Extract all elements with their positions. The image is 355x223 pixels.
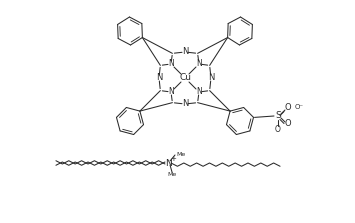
Text: O: O: [285, 103, 291, 112]
Text: N: N: [208, 74, 214, 83]
Text: Me: Me: [167, 172, 177, 177]
Text: Cu: Cu: [179, 74, 191, 83]
Text: O: O: [285, 120, 291, 128]
Text: Me: Me: [176, 153, 185, 157]
Text: O⁻: O⁻: [295, 104, 304, 110]
Text: +: +: [170, 156, 176, 162]
Text: N: N: [156, 74, 162, 83]
Text: N: N: [168, 87, 174, 97]
Text: N: N: [196, 87, 202, 97]
Text: N: N: [165, 159, 171, 167]
Text: N: N: [196, 60, 202, 68]
Text: O: O: [275, 124, 281, 134]
Text: N: N: [168, 60, 174, 68]
Text: N: N: [182, 99, 188, 109]
Text: N: N: [182, 47, 188, 56]
Text: S: S: [275, 112, 281, 120]
